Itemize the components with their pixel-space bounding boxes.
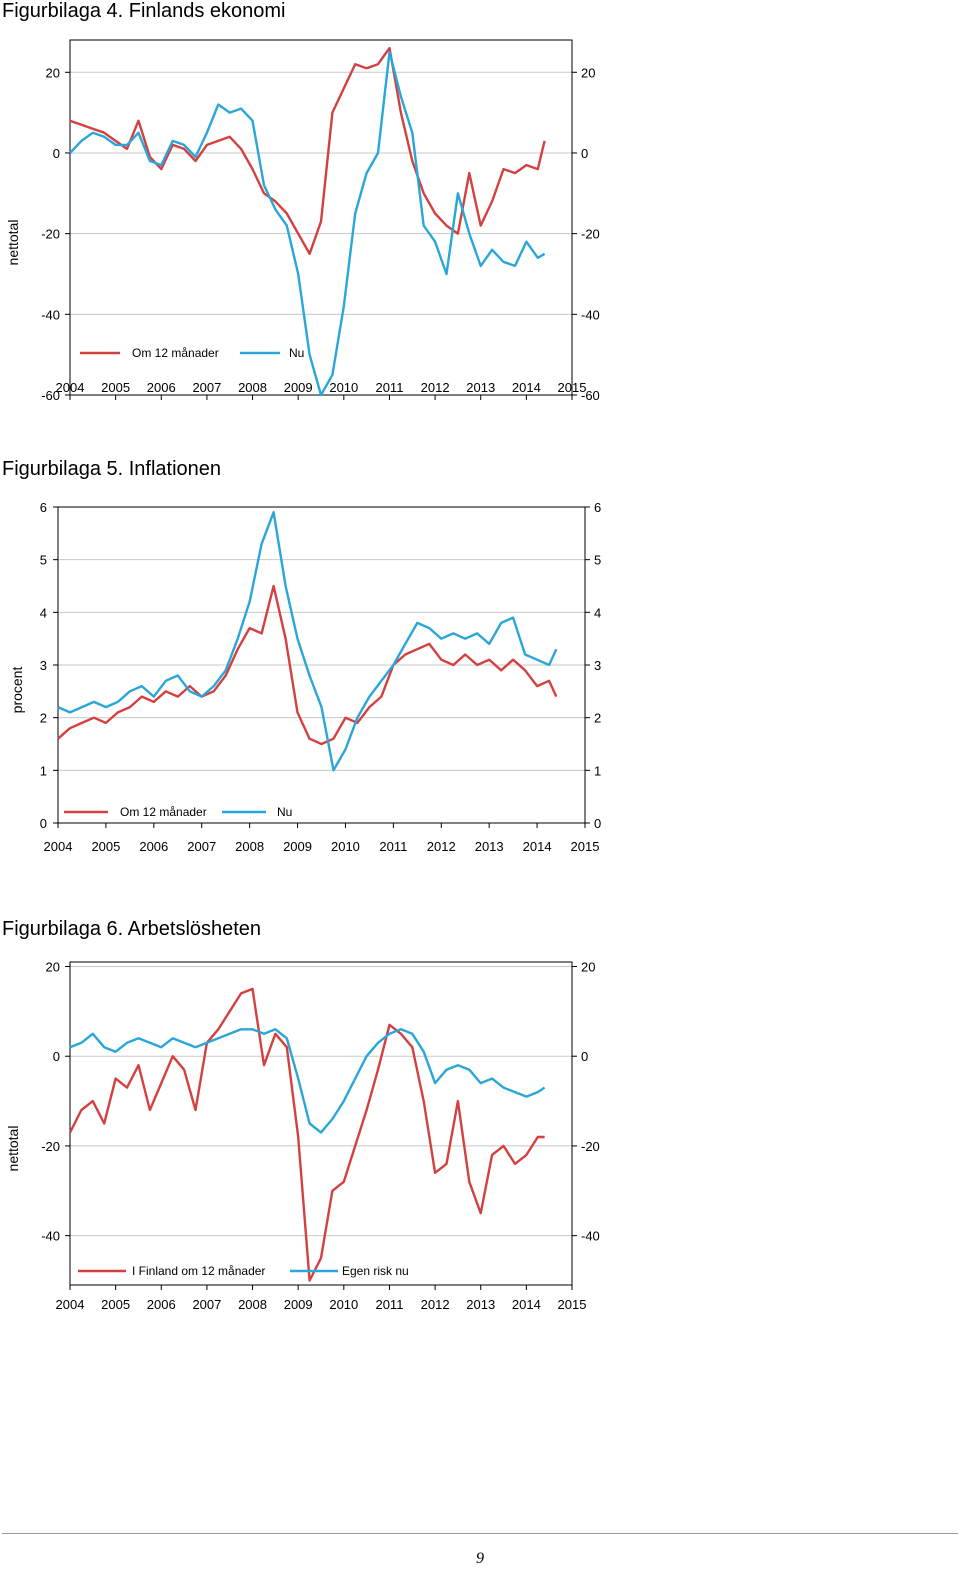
- x-tick-label: 2015: [571, 839, 600, 854]
- y-tick-label-left: 5: [40, 553, 47, 568]
- y-axis-label: procent: [9, 667, 25, 714]
- y-tick-label-right: 6: [594, 500, 601, 515]
- y-tick-label-right: -40: [581, 307, 600, 322]
- x-tick-label: 2010: [329, 380, 358, 395]
- x-tick-label: 2006: [147, 380, 176, 395]
- y-tick-label-right: 1: [594, 763, 601, 778]
- x-tick-label: 2009: [284, 380, 313, 395]
- x-tick-label: 2007: [192, 1297, 221, 1312]
- x-tick-label: 2014: [512, 1297, 541, 1312]
- y-tick-label-left: 6: [40, 500, 47, 515]
- y-tick-label-right: 4: [594, 605, 601, 620]
- x-tick-label: 2015: [558, 1297, 587, 1312]
- y-tick-label-right: -20: [581, 227, 600, 242]
- x-tick-label: 2013: [466, 380, 495, 395]
- series-line-red: [68, 987, 545, 1282]
- x-tick-label: 2011: [379, 839, 407, 854]
- x-tick-label: 2006: [139, 839, 168, 854]
- y-tick-label-right: 2: [594, 711, 601, 726]
- x-tick-label: 2012: [421, 380, 450, 395]
- x-tick-label: 2010: [331, 839, 360, 854]
- y-tick-label-left: 0: [40, 816, 47, 831]
- y-tick-label-left: -20: [41, 1139, 60, 1154]
- y-tick-label-left: 20: [46, 959, 60, 974]
- x-tick-label: 2014: [512, 380, 541, 395]
- x-tick-label: 2004: [56, 1297, 85, 1312]
- chart-inflationen: 6 6 5 5 4 4 3 3 2 2 1 1 0 0 2004 2005 2006 2007 2008 2009 20…: [0, 490, 610, 865]
- x-tick-label: 2011: [375, 380, 403, 395]
- y-tick-label-right: 20: [581, 65, 595, 80]
- y-tick-label-left: 1: [40, 763, 47, 778]
- y-tick-label-left: -40: [41, 1229, 60, 1244]
- x-tick-label: 2009: [284, 1297, 313, 1312]
- x-tick-label: 2012: [427, 839, 456, 854]
- y-tick-label-left: 0: [53, 146, 60, 161]
- x-tick-label: 2005: [91, 839, 120, 854]
- y-tick-label-left: 0: [53, 1049, 60, 1064]
- figure-4-title: Figurbilaga 4. Finlands ekonomi: [2, 0, 286, 22]
- figure-6-title: Figurbilaga 6. Arbetslösheten: [2, 918, 262, 940]
- x-tick-label: 2004: [56, 380, 85, 395]
- y-axis-label: nettotal: [5, 220, 21, 266]
- chart-arbetslosheten: 20 20 0 0 -20 -20 -40 -40 2004 2005 2006 2007 2008 20…: [0, 945, 610, 1325]
- legend-label: Om 12 månader: [132, 346, 219, 360]
- legend-label: Nu: [289, 346, 304, 360]
- x-tick-label: 2009: [283, 839, 312, 854]
- x-tick-label: 2008: [238, 1297, 267, 1312]
- y-tick-label-left: -40: [41, 307, 60, 322]
- x-tick-label: 2007: [192, 380, 221, 395]
- x-tick-label: 2005: [101, 1297, 130, 1312]
- x-tick-label: 2005: [101, 380, 130, 395]
- y-tick-label-right: -60: [581, 388, 600, 403]
- y-tick-label-right: -40: [581, 1229, 600, 1244]
- legend-label: Om 12 månader: [120, 805, 207, 819]
- chart-arbetslosheten-svg: 20 20 0 0 -20 -20 -40 -40 2004 2005 2006 2007 2008 20…: [5, 959, 600, 1312]
- y-tick-label-right: 3: [594, 658, 601, 673]
- x-tick-label: 2008: [235, 839, 264, 854]
- y-tick-label-left: -60: [41, 388, 60, 403]
- x-tick-label: 2006: [147, 1297, 176, 1312]
- footer-rule: [2, 1533, 958, 1534]
- x-tick-label: 2015: [558, 380, 587, 395]
- page-number: 9: [476, 1550, 484, 1567]
- legend-label: I Finland om 12 månader: [132, 1264, 265, 1278]
- y-tick-label-right: 20: [581, 959, 595, 974]
- x-tick-label: 2007: [187, 839, 216, 854]
- x-tick-label: 2013: [466, 1297, 495, 1312]
- series-line-blue: [69, 1028, 546, 1134]
- y-tick-label-right: 5: [594, 553, 601, 568]
- figure-5-title: Figurbilaga 5. Inflationen: [2, 458, 222, 480]
- x-tick-label: 2004: [44, 839, 73, 854]
- x-tick-label: 2014: [523, 839, 552, 854]
- y-tick-label-right: 0: [594, 816, 601, 831]
- plot-frame: [69, 961, 573, 1286]
- x-tick-label: 2011: [375, 1297, 403, 1312]
- x-tick-label: 2010: [329, 1297, 358, 1312]
- series-line-blue: [69, 50, 546, 397]
- series-line-blue: [57, 511, 558, 772]
- y-tick-label-right: -20: [581, 1139, 600, 1154]
- y-tick-label-left: 2: [40, 711, 47, 726]
- series-line-red: [57, 584, 558, 746]
- x-tick-label: 2008: [238, 380, 267, 395]
- plot-frame: [57, 506, 586, 824]
- series-line-red: [69, 46, 546, 256]
- y-tick-label-left: 20: [46, 65, 60, 80]
- y-tick-label-left: 4: [40, 605, 47, 620]
- x-tick-label: 2012: [421, 1297, 450, 1312]
- chart-inflationen-svg: 6 6 5 5 4 4 3 3 2 2 1 1 0 0 2004 2005 2006 2007 2008 2009 20…: [9, 500, 601, 854]
- legend-label: Egen risk nu: [342, 1264, 409, 1278]
- y-tick-label-right: 0: [581, 146, 588, 161]
- y-tick-label-left: 3: [40, 658, 47, 673]
- x-tick-label: 2013: [475, 839, 504, 854]
- y-tick-label-left: -20: [41, 227, 60, 242]
- legend-label: Nu: [277, 805, 292, 819]
- y-axis-label: nettotal: [5, 1126, 21, 1172]
- y-tick-label-right: 0: [581, 1049, 588, 1064]
- chart-finlands-ekonomi: 20 20 0 0 -20 -20 -40 -40 -60 -60 2004 2005 2006 2007…: [0, 22, 610, 407]
